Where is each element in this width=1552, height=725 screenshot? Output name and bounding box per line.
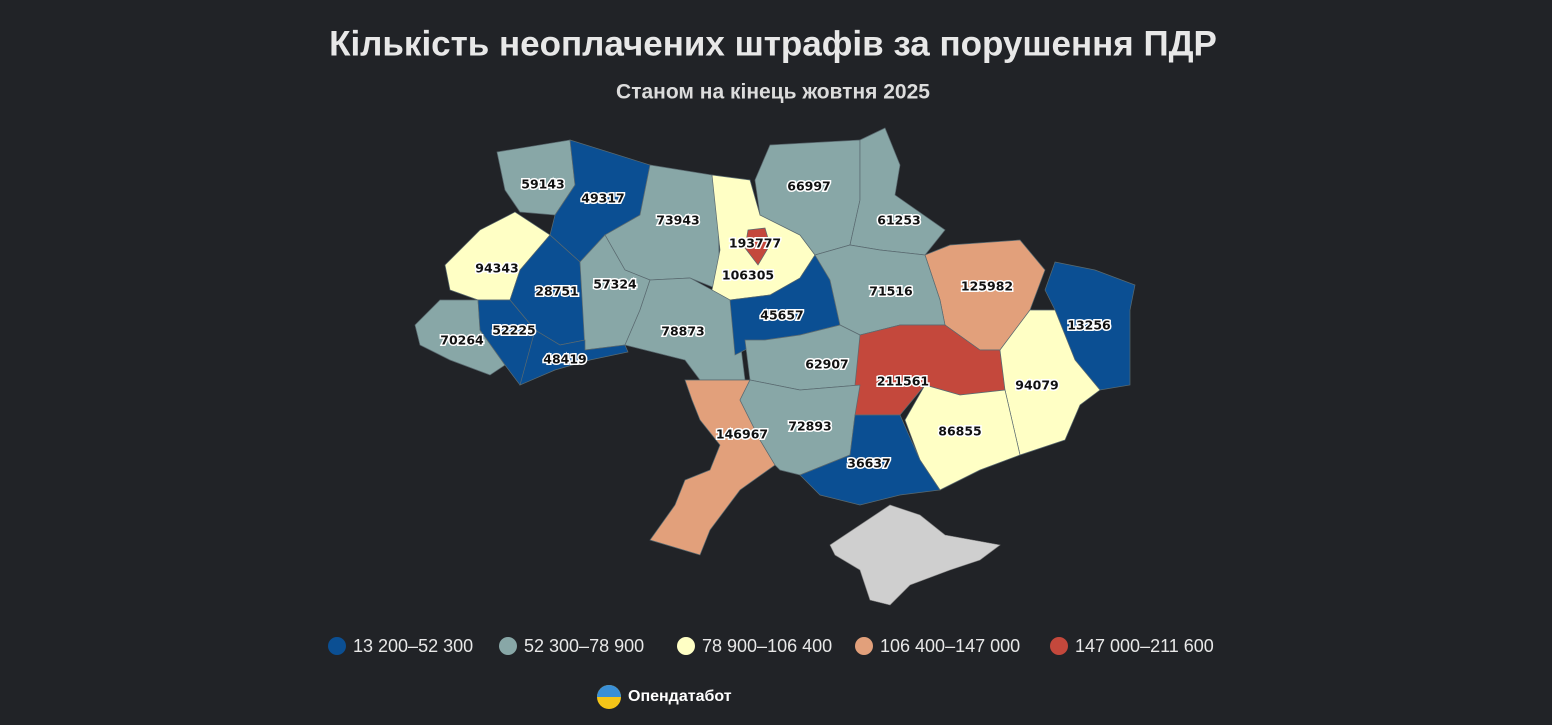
region-value: 72893	[788, 419, 832, 434]
region-value: 66997	[787, 179, 831, 194]
region-value: 71516	[869, 284, 913, 299]
region-value: 48419	[543, 352, 587, 367]
logo-top	[597, 685, 621, 697]
region-value: 94343	[475, 261, 519, 276]
region-value: 106305	[722, 268, 774, 283]
legend-swatch	[499, 637, 517, 655]
region-value: 61253	[877, 213, 921, 228]
crimea	[829, 504, 1001, 606]
source: Опендатабот	[628, 688, 732, 705]
region-value: 57324	[593, 277, 637, 292]
region-value: 146967	[716, 427, 768, 442]
legend-swatch	[677, 637, 695, 655]
legend-label: 106 400–147 000	[880, 636, 1020, 656]
region-value: 94079	[1015, 378, 1059, 393]
region-value: 49317	[581, 191, 625, 206]
legend-label: 13 200–52 300	[353, 636, 473, 656]
region-value: 28751	[535, 284, 579, 299]
chart-subtitle: Станом на кінець жовтня 2025	[616, 81, 930, 104]
region-value: 52225	[492, 323, 536, 338]
legend-label: 52 300–78 900	[524, 636, 644, 656]
region	[799, 414, 941, 506]
region	[849, 127, 946, 256]
chart-title: Кількість неоплачених штрафів за порушен…	[329, 24, 1217, 63]
region	[519, 329, 629, 386]
region	[1044, 261, 1136, 391]
region-value: 36637	[847, 456, 891, 471]
region-value: 73943	[656, 213, 700, 228]
legend-swatch	[855, 637, 873, 655]
legend-label: 147 000–211 600	[1075, 636, 1214, 656]
region-value: 125982	[961, 279, 1013, 294]
region-value: 45657	[760, 308, 804, 323]
legend-label: 78 900–106 400	[702, 636, 832, 656]
region-value: 59143	[521, 177, 565, 192]
region-labels: 59143 49317 73943 193777 106305 66997 61253 125…	[439, 175, 1113, 472]
region-value: 193777	[729, 236, 781, 251]
legend: 13 200–52 300 52 300–78 900 78 900–106 400…	[328, 636, 1214, 656]
region-value: 86855	[938, 424, 982, 439]
legend-swatch	[328, 637, 346, 655]
regions	[414, 127, 1136, 556]
region-value: 13256	[1067, 318, 1111, 333]
region	[744, 227, 771, 266]
legend-swatch	[1050, 637, 1068, 655]
region-value: 62907	[805, 357, 849, 372]
region-value: 211561	[877, 374, 929, 389]
region-value: 70264	[440, 333, 484, 348]
region-value: 78873	[661, 324, 705, 339]
region	[904, 384, 1021, 491]
